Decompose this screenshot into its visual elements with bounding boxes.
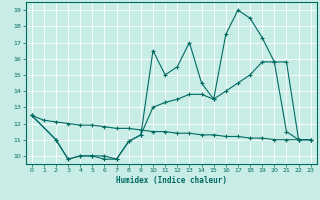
X-axis label: Humidex (Indice chaleur): Humidex (Indice chaleur) [116, 176, 227, 185]
